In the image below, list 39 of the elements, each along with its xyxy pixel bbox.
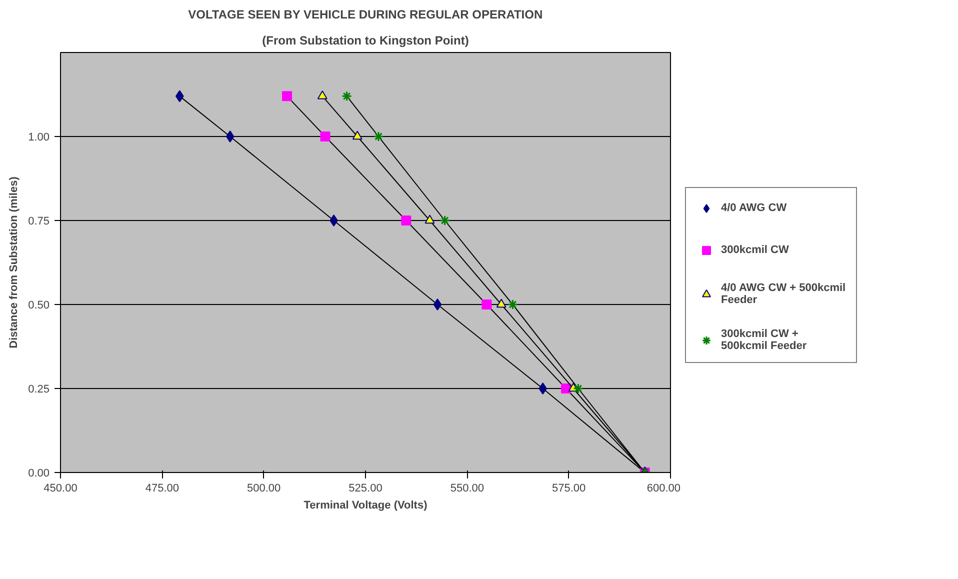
x-tick-label: 500.00	[247, 482, 281, 494]
point	[330, 214, 338, 226]
x-tick-label: 575.00	[552, 482, 586, 494]
point	[496, 298, 506, 308]
legend-label: 300kcmil CW	[721, 244, 789, 256]
point	[401, 216, 412, 226]
chart-subtitle: (From Substation to Kingston Point)	[262, 34, 469, 48]
x-tick-label: 600.00	[646, 482, 681, 494]
x-tick-label: 475.00	[145, 482, 179, 494]
x-tick-label: 550.00	[450, 482, 484, 494]
x-tick-label: 525.00	[348, 482, 382, 494]
point	[317, 90, 328, 100]
point	[560, 384, 571, 394]
x-axis-title: Terminal Voltage (Volts)	[304, 500, 428, 512]
point	[440, 215, 450, 226]
point	[373, 131, 384, 142]
y-axis-title: Distance from Substation (miles)	[8, 176, 20, 348]
point	[433, 298, 442, 310]
point	[507, 299, 518, 310]
point	[226, 130, 234, 142]
chart-title: VOLTAGE SEEN BY VEHICLE DURING REGULAR OPERATION	[188, 8, 543, 22]
point	[538, 382, 547, 394]
point	[342, 90, 352, 102]
point	[572, 383, 584, 394]
legend-label: 4/0 AWG CW	[721, 202, 787, 214]
legend-label: 4/0 AWG CW + 500kcmil Feeder	[721, 282, 846, 306]
point	[424, 214, 435, 224]
y-tick-label: 0.00	[28, 468, 50, 480]
point	[482, 300, 492, 310]
y-tick-label: 1.00	[28, 132, 50, 144]
y-tick-label: 0.75	[28, 216, 50, 228]
point	[175, 90, 184, 102]
point	[282, 91, 292, 102]
legend-label: 300kcmil CW + 500kcmil Feeder	[721, 328, 807, 352]
y-tick-label: 0.50	[28, 300, 50, 312]
point	[352, 130, 362, 140]
point	[320, 132, 330, 142]
y-tick-label: 0.25	[28, 384, 50, 396]
x-tick-label: 450.00	[44, 482, 78, 494]
